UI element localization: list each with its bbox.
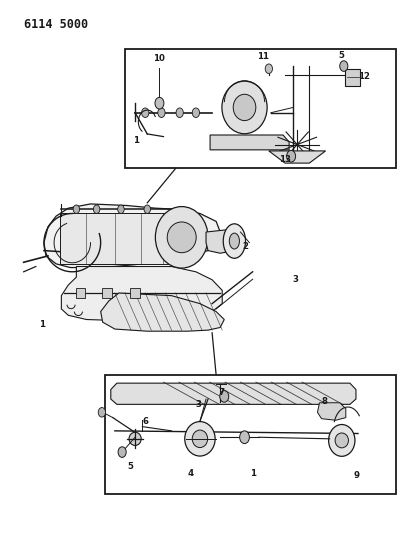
Text: 1: 1 [133,136,139,145]
Ellipse shape [129,432,141,446]
Circle shape [340,61,348,71]
Text: 6: 6 [142,417,149,426]
Polygon shape [61,266,222,320]
Circle shape [220,391,229,402]
Ellipse shape [229,233,239,249]
Ellipse shape [222,81,267,134]
Text: 9: 9 [354,471,360,480]
Text: 7: 7 [218,388,224,397]
Text: 1: 1 [39,320,44,329]
Polygon shape [210,135,289,150]
Text: 6114 5000: 6114 5000 [24,18,88,31]
Text: 3: 3 [195,400,201,409]
Text: 5: 5 [127,463,133,471]
Bar [125,49,397,168]
Ellipse shape [233,94,256,120]
Circle shape [73,205,80,214]
Text: 5: 5 [339,51,344,60]
Polygon shape [269,151,326,163]
Polygon shape [101,293,224,331]
Ellipse shape [223,224,246,259]
Ellipse shape [328,424,355,456]
Text: 12: 12 [358,72,370,81]
Circle shape [142,108,149,117]
Circle shape [118,205,124,214]
Circle shape [98,408,106,417]
Text: 13: 13 [279,155,291,164]
Bar [102,288,112,298]
Text: 2: 2 [242,242,248,251]
Bar [345,69,360,86]
Bar [60,214,190,264]
Circle shape [93,205,100,214]
Circle shape [118,447,126,457]
Circle shape [287,150,295,162]
Polygon shape [111,383,356,405]
Circle shape [155,98,164,109]
Circle shape [192,108,200,117]
Ellipse shape [192,430,208,448]
Bar [105,375,397,495]
Polygon shape [44,204,220,268]
Text: 1: 1 [250,469,256,478]
Circle shape [158,108,165,117]
Ellipse shape [155,207,208,268]
Ellipse shape [335,433,348,448]
Ellipse shape [167,222,196,253]
Circle shape [265,64,273,74]
Circle shape [176,108,183,117]
Text: 10: 10 [153,54,165,62]
Polygon shape [206,229,240,253]
Text: 11: 11 [257,52,269,61]
Text: 4: 4 [188,469,194,478]
Bar [130,288,140,298]
Circle shape [144,205,151,214]
Ellipse shape [185,422,215,456]
Circle shape [239,431,249,443]
Bar [75,288,85,298]
Text: 8: 8 [322,397,328,406]
Text: 3: 3 [293,274,298,284]
Polygon shape [317,403,346,420]
